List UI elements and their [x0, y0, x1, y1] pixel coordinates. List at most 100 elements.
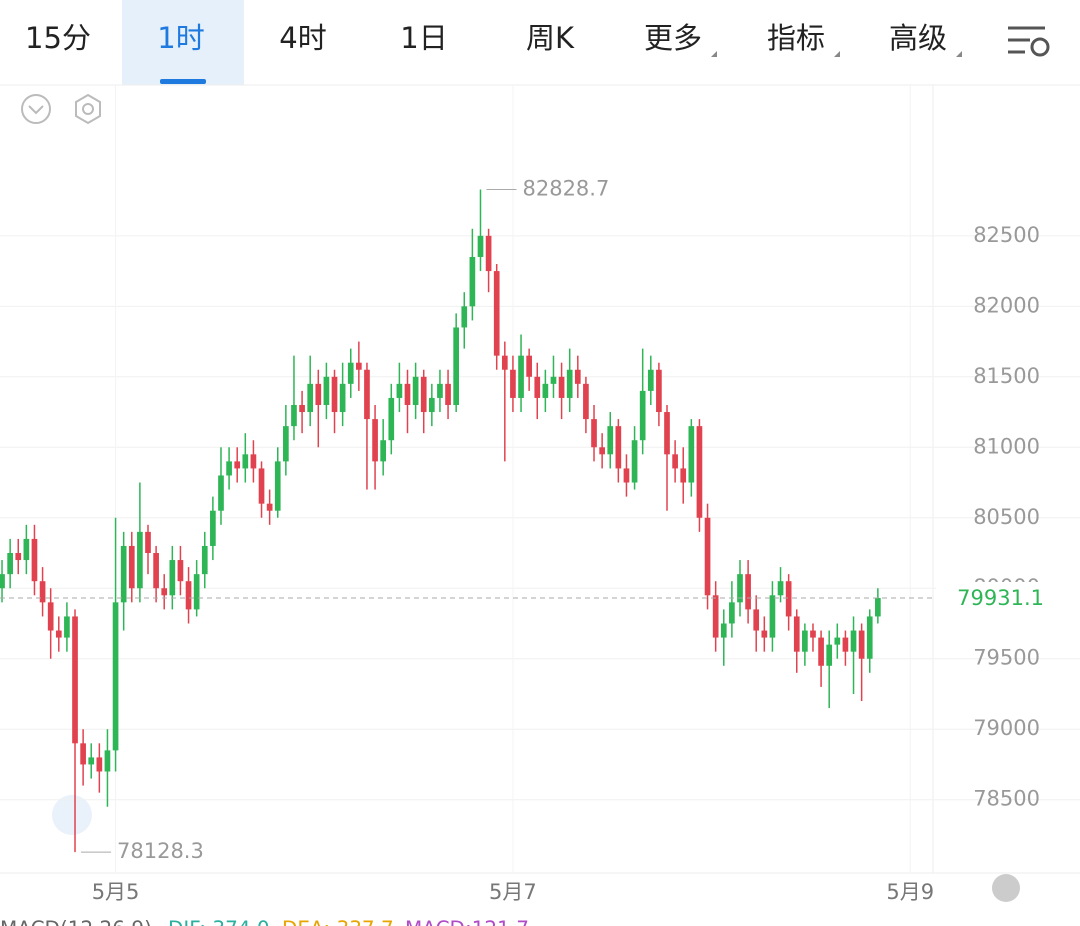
tab[interactable]: 高级 [889, 21, 947, 55]
candle-body [712, 595, 719, 638]
candle-body [185, 581, 192, 610]
candle-body [842, 637, 849, 652]
candle-body [23, 538, 30, 561]
candle-body [145, 531, 151, 554]
candle-body [518, 355, 524, 398]
candle-body [680, 468, 687, 483]
candle-body [623, 468, 630, 483]
scroll-end-button[interactable] [992, 874, 1020, 902]
tab[interactable]: 4时 [279, 21, 326, 55]
candle-body [526, 355, 532, 377]
candle-body [0, 574, 5, 589]
zoom-button[interactable] [52, 795, 92, 835]
candle-body [266, 503, 273, 511]
candle-body [372, 419, 378, 462]
macd-legend: DEA: 337.7 [282, 917, 394, 926]
candle-body [550, 376, 557, 384]
candle-body [323, 376, 330, 405]
candle-body [55, 630, 62, 638]
active-tab-bg [122, 0, 244, 85]
last-price-box [936, 581, 1080, 614]
candle-body [631, 440, 638, 483]
candle-body [777, 581, 784, 596]
candle-body [615, 426, 622, 469]
candle-body [826, 644, 833, 666]
candle-body [226, 461, 232, 476]
tab[interactable]: 指标 [767, 21, 825, 55]
candle-body [858, 630, 865, 659]
candle-body [445, 383, 451, 405]
tab[interactable]: 1日 [400, 21, 447, 55]
tab-dropdown-mark [711, 51, 717, 57]
candle-body [104, 750, 111, 772]
candle-body [307, 383, 314, 413]
candle-body [656, 369, 662, 413]
candle-body [453, 327, 459, 405]
macd-legend: MACD(12,26,9) [0, 917, 152, 926]
min-label: 78128.3 [117, 839, 204, 863]
y-tick-label: 81500 [973, 364, 1040, 388]
tab[interactable]: 15分 [25, 21, 91, 55]
candle-body [607, 426, 614, 455]
candle-body [566, 369, 573, 398]
settings-icon[interactable] [1008, 26, 1050, 57]
candle-body [501, 355, 508, 370]
candle-body [737, 574, 743, 603]
candle-body [720, 623, 727, 638]
candle-body [388, 397, 395, 441]
candle-body [769, 595, 776, 638]
candle-body [461, 306, 468, 328]
candle-body [153, 553, 159, 589]
candle-body [599, 447, 605, 455]
candle-body [47, 602, 54, 631]
tab-dropdown-mark [956, 51, 962, 57]
candle-body [477, 235, 484, 257]
tab[interactable]: 更多 [644, 21, 702, 55]
candle-body [315, 383, 322, 405]
candle-body [242, 454, 249, 469]
candle-body [169, 560, 176, 596]
y-tick-label: 79000 [973, 716, 1040, 740]
toolbar-icons[interactable] [21, 93, 101, 125]
tab[interactable]: 周K [526, 21, 575, 55]
candle-body [120, 545, 127, 603]
candle-body [96, 757, 103, 772]
candle-body [274, 461, 281, 511]
candle-body [39, 581, 46, 603]
candle-body [802, 630, 808, 652]
candle-body [647, 369, 654, 391]
candle-body [875, 597, 881, 617]
candle-body [688, 426, 695, 483]
candle-body [364, 369, 370, 420]
candle-body [137, 531, 143, 589]
candle-body [128, 545, 135, 589]
candle-body [745, 574, 751, 610]
y-tick-label: 82000 [973, 293, 1040, 317]
candle-body [583, 383, 589, 420]
candle-body [793, 616, 800, 652]
candle-body [542, 383, 549, 398]
candle-body [299, 404, 305, 413]
tab[interactable]: 1时 [157, 21, 204, 55]
active-tab-bar [160, 79, 206, 84]
candle-body [258, 468, 265, 504]
candle-body [639, 390, 646, 441]
candle-body [428, 397, 435, 413]
candle-body [380, 440, 387, 462]
y-tick-label: 80500 [973, 505, 1040, 529]
candle-body [15, 553, 22, 561]
candle-body [347, 362, 354, 384]
macd-legend: MACD:121.7 [405, 917, 529, 926]
candle-body [193, 574, 200, 610]
candle-body [291, 404, 297, 427]
candle-body [201, 545, 208, 575]
x-tick-label: 5月5 [92, 880, 140, 904]
candle-body [672, 454, 678, 469]
macd-legend: DIF: 374.0 [168, 917, 270, 926]
candle-body [177, 560, 184, 582]
candle-body [818, 637, 824, 666]
candle-body [704, 517, 711, 596]
candle-body [729, 602, 735, 624]
